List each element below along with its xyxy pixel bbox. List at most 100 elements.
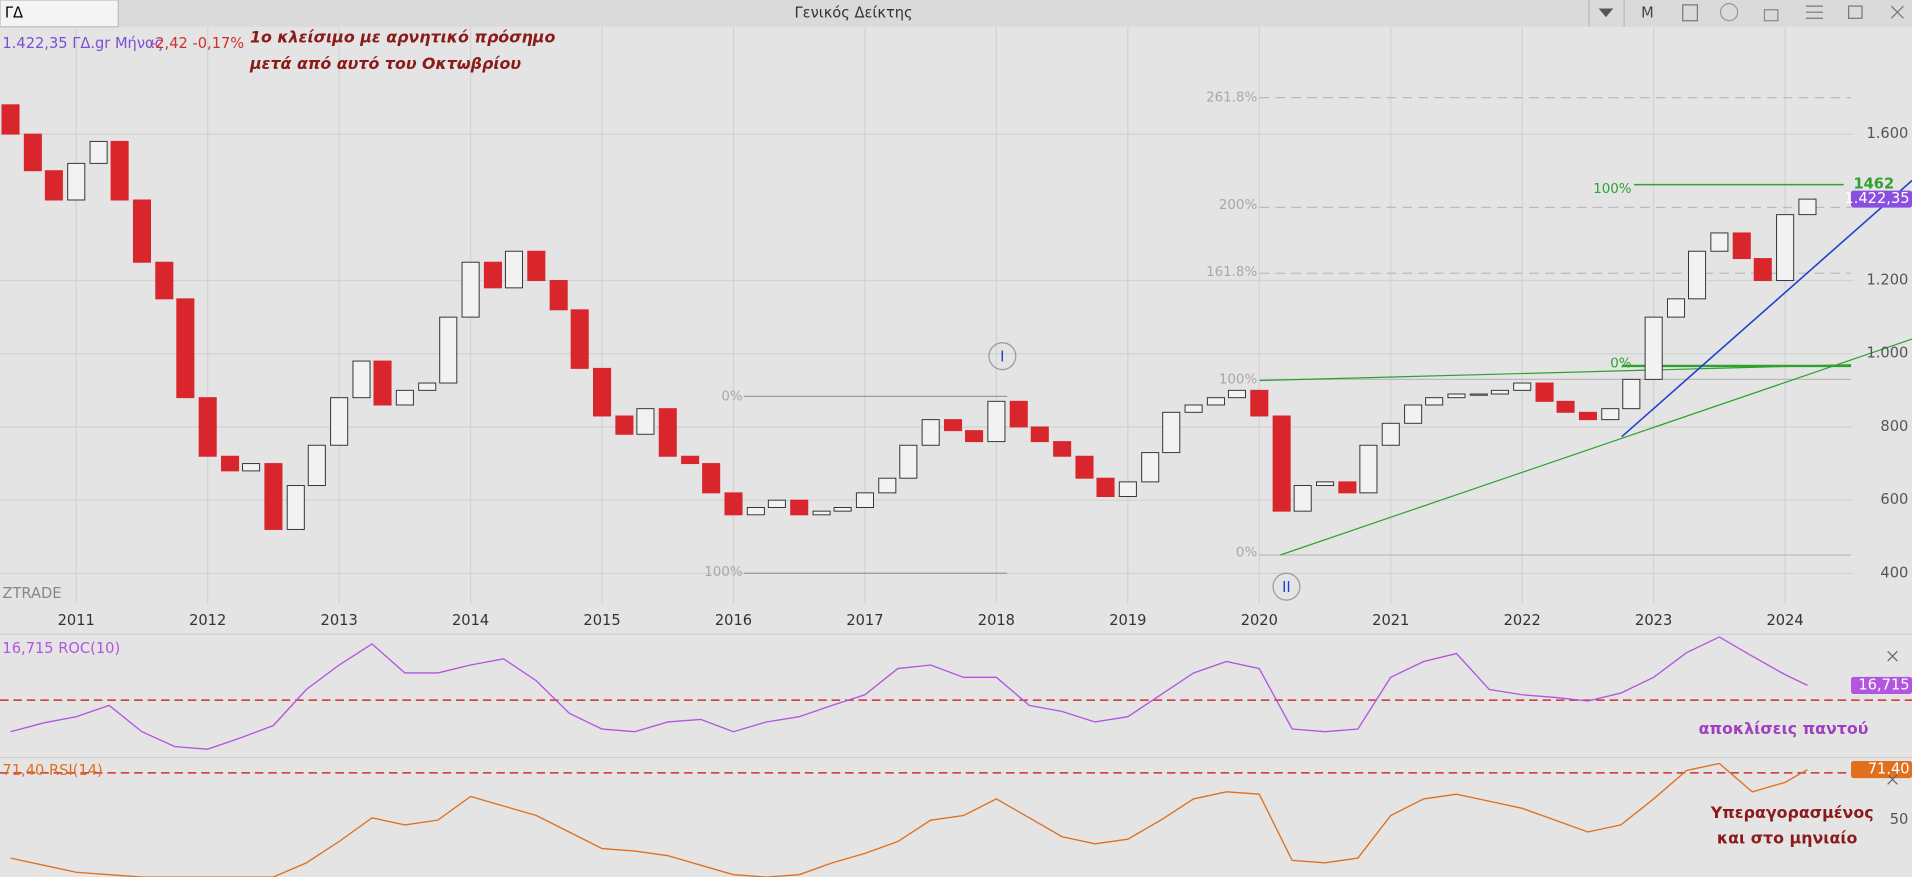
candle xyxy=(658,408,677,457)
candle xyxy=(943,419,963,432)
candle xyxy=(176,298,195,399)
candle xyxy=(307,444,326,487)
fib-label: 0% xyxy=(721,389,742,404)
candle xyxy=(504,250,524,289)
wave-label: II xyxy=(1282,579,1291,596)
candle xyxy=(110,140,129,201)
candle xyxy=(1118,481,1137,498)
header-bar xyxy=(0,0,1912,27)
watermark: ZTRADE xyxy=(2,585,61,602)
candle xyxy=(286,485,305,530)
candle xyxy=(1338,481,1357,494)
candle xyxy=(221,455,240,472)
candle xyxy=(921,419,940,446)
candle xyxy=(198,397,217,457)
marks: 1.600 1.200 1.000 800 600 400 2011 2012 2013 2014… xyxy=(0,104,1912,877)
target-label: 1462 xyxy=(1853,176,1894,193)
candle xyxy=(1710,232,1729,252)
save-icon[interactable] xyxy=(1682,4,1698,22)
candle xyxy=(352,360,371,399)
candle xyxy=(1272,415,1291,512)
candle xyxy=(418,382,437,391)
restore-icon[interactable] xyxy=(1847,5,1863,19)
indicator-label: 71,40 RSI(14) xyxy=(2,762,102,779)
annotation: μετά από αυτό του Οκτωβρίου xyxy=(249,54,521,73)
candle xyxy=(615,415,634,435)
fib-label: 261.8% xyxy=(1206,91,1257,106)
y-tick-label: 1.200 xyxy=(1866,272,1908,289)
candle xyxy=(549,280,568,311)
last-value-label: 71,40 xyxy=(1868,761,1910,778)
fib-label: 0% xyxy=(1610,356,1631,371)
wave-circle xyxy=(1272,572,1301,601)
candle xyxy=(264,463,283,530)
wave-label: I xyxy=(1000,348,1004,365)
trend-line xyxy=(1621,179,1912,438)
candle xyxy=(1776,214,1795,282)
close-panel[interactable] xyxy=(1887,774,1898,785)
candle xyxy=(1293,485,1312,512)
last-value-badge xyxy=(1851,190,1912,208)
comment-icon[interactable] xyxy=(1719,3,1739,22)
candle xyxy=(812,510,831,516)
x-tick-label: 2014 xyxy=(452,612,489,629)
fib-label: 200% xyxy=(1219,198,1257,213)
x-tick-label: 2024 xyxy=(1767,612,1804,629)
candle xyxy=(1227,389,1246,399)
candle xyxy=(899,444,918,479)
x-tick-label: 2011 xyxy=(58,612,95,629)
candle xyxy=(1578,411,1597,421)
price-info: 1.422,35 ΓΔ.gr Μήνας xyxy=(2,35,163,52)
fib-label: 100% xyxy=(1219,372,1257,387)
candle xyxy=(1009,400,1028,428)
x-tick-label: 2021 xyxy=(1372,612,1409,629)
indicator-line xyxy=(10,636,1808,750)
close-icon[interactable] xyxy=(1890,5,1904,19)
x-tick-label: 2015 xyxy=(583,612,620,629)
last-value-label: 1.422,35 xyxy=(1844,190,1909,207)
candle xyxy=(373,360,392,406)
candle xyxy=(44,170,63,201)
candle xyxy=(1053,441,1072,457)
candle xyxy=(395,389,414,406)
candle xyxy=(1535,382,1554,402)
y-tick-label: 800 xyxy=(1880,418,1908,435)
fib-label: 161.8% xyxy=(1206,265,1257,280)
candle xyxy=(67,162,86,201)
period-button[interactable]: M xyxy=(1641,4,1654,21)
y-tick-label: 600 xyxy=(1880,491,1908,508)
candle xyxy=(790,499,809,516)
candle xyxy=(767,499,786,508)
x-tick-label: 2017 xyxy=(846,612,883,629)
candle xyxy=(527,250,546,282)
annotation: αποκλίσεις παντού xyxy=(1699,719,1869,738)
candle xyxy=(1359,444,1378,494)
candle xyxy=(1425,397,1444,406)
indicator-label: 16,715 ROC(10) xyxy=(2,640,120,657)
close-panel[interactable] xyxy=(1887,650,1898,662)
candle xyxy=(461,261,480,318)
candle xyxy=(23,133,42,172)
candle xyxy=(1381,422,1400,446)
x-tick-label: 2012 xyxy=(189,612,226,629)
candle xyxy=(155,261,174,300)
candle xyxy=(878,477,897,494)
candle xyxy=(570,309,589,369)
symbol-box[interactable] xyxy=(0,0,119,28)
candle xyxy=(746,507,765,516)
lock-icon[interactable] xyxy=(1763,9,1779,22)
candle xyxy=(636,408,655,435)
candle xyxy=(483,261,502,289)
x-tick-label: 2018 xyxy=(978,612,1015,629)
candle xyxy=(1753,258,1772,282)
candle xyxy=(1601,408,1620,421)
candle xyxy=(1,104,20,135)
fib-label: 0% xyxy=(1236,546,1257,561)
x-tick-label: 2020 xyxy=(1241,612,1278,629)
wave-circle xyxy=(988,342,1017,371)
menu-icon[interactable] xyxy=(1805,5,1823,19)
candle xyxy=(1316,481,1335,487)
candle xyxy=(330,397,349,446)
dropdown-icon[interactable] xyxy=(1598,8,1614,18)
